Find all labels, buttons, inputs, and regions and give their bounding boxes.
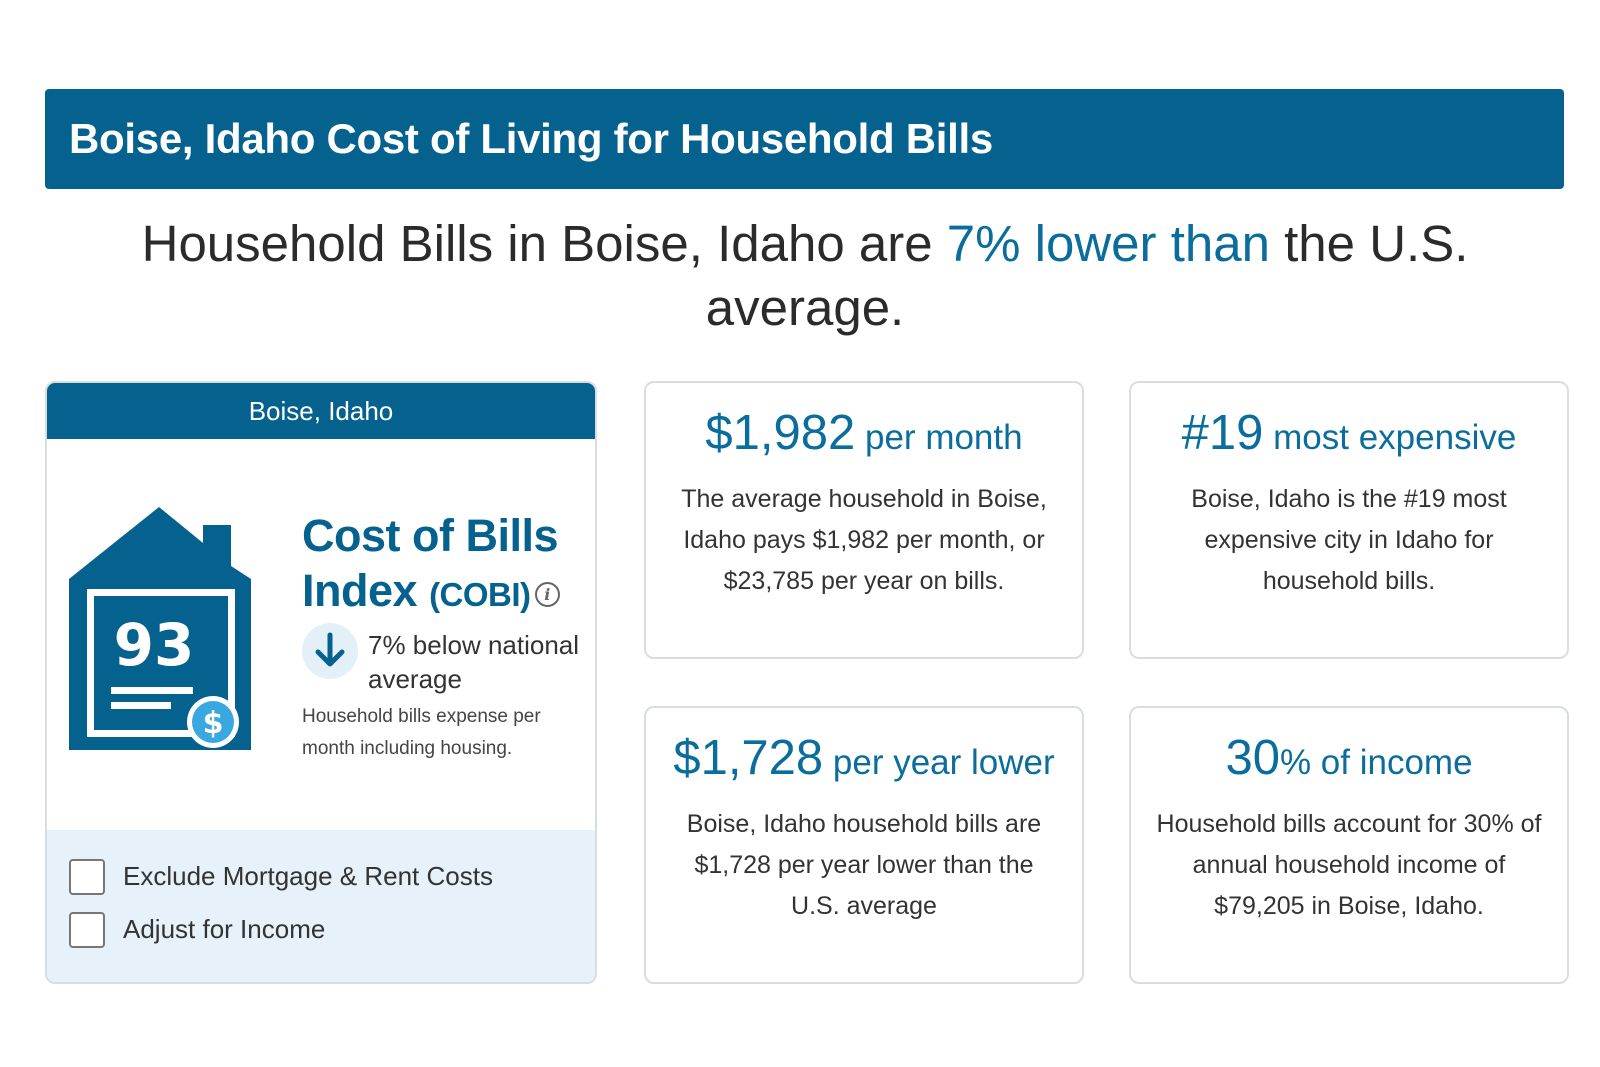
house-bill-icon: $: [69, 507, 251, 750]
headline: Household Bills in Boise, Idaho are 7% l…: [60, 212, 1550, 340]
card-unit: % of income: [1279, 743, 1473, 782]
card-value: 30: [1225, 731, 1280, 785]
arrow-down-icon: [302, 623, 358, 679]
adjust-income-label[interactable]: Adjust for Income: [123, 914, 326, 944]
cobi-title-line2: Index: [302, 565, 418, 616]
card-unit: per month: [855, 418, 1023, 457]
stat-card-monthly-cost: $1,982 per month The average household i…: [644, 381, 1084, 659]
card-unit: per year lower: [823, 743, 1055, 782]
page-banner: Boise, Idaho Cost of Living for Househol…: [45, 89, 1564, 189]
below-national-average: 7% below national average: [368, 630, 580, 694]
card-title: #19 most expensive: [1155, 405, 1543, 473]
card-title: $1,982 per month: [670, 405, 1058, 473]
cobi-panel-header: Boise, Idaho: [47, 383, 595, 439]
card-value: $1,982: [705, 406, 856, 460]
dollar-badge-icon: $: [187, 696, 239, 748]
svg-text:$: $: [203, 706, 224, 741]
card-description: Household bills account for 30% of annua…: [1156, 810, 1542, 920]
card-title: 30% of income: [1155, 730, 1543, 798]
adjust-income-option[interactable]: Adjust for Income: [69, 903, 595, 956]
stat-card-rank: #19 most expensive Boise, Idaho is the #…: [1129, 381, 1569, 659]
exclude-mortgage-label[interactable]: Exclude Mortgage & Rent Costs: [123, 861, 493, 891]
cobi-options: Exclude Mortgage & Rent Costs Adjust for…: [47, 830, 595, 982]
headline-highlight: 7% lower than: [946, 215, 1270, 272]
headline-text-end: the U.S. average.: [705, 215, 1469, 336]
card-description: The average household in Boise, Idaho pa…: [681, 485, 1047, 595]
cobi-title-line1: Cost of Bills: [302, 510, 559, 561]
stat-card-income-share: 30% of income Household bills account fo…: [1129, 706, 1569, 984]
expense-note: Household bills expense per month includ…: [302, 706, 541, 759]
exclude-mortgage-option[interactable]: Exclude Mortgage & Rent Costs: [69, 850, 595, 903]
card-unit: most expensive: [1263, 418, 1517, 457]
info-icon[interactable]: i: [534, 581, 560, 607]
cobi-title: Cost of Bills Index (COBI) i: [302, 508, 592, 622]
page-title: Boise, Idaho Cost of Living for Househol…: [69, 115, 993, 162]
cobi-title-abbr: (COBI): [429, 576, 531, 613]
headline-text: Household Bills in Boise, Idaho are: [141, 215, 947, 272]
stat-card-yearly-difference: $1,728 per year lower Boise, Idaho house…: [644, 706, 1084, 984]
card-value: $1,728: [673, 731, 824, 785]
card-title: $1,728 per year lower: [670, 730, 1058, 798]
card-description: Boise, Idaho is the #19 most expensive c…: [1191, 485, 1507, 595]
card-value: #19: [1181, 406, 1264, 460]
adjust-income-checkbox[interactable]: [69, 911, 105, 948]
cobi-panel: Boise, Idaho $ 93 Cost of Bills Index (C…: [45, 381, 597, 984]
card-description: Boise, Idaho household bills are $1,728 …: [686, 810, 1042, 920]
exclude-mortgage-checkbox[interactable]: [69, 858, 105, 895]
cobi-index-value: 93: [113, 611, 195, 679]
